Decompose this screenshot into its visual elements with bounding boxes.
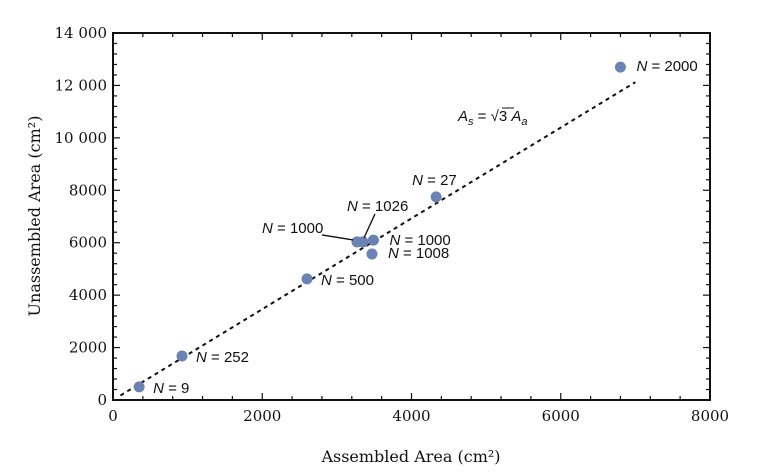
x-axis-label: Assembled Area (cm²) [320, 447, 500, 466]
data-point [176, 350, 188, 362]
y-tick-label: 8000 [69, 181, 107, 199]
point-labels: N = 9 N = 252 N = 500 N = 1000 N = 1026 N = 1… [153, 58, 698, 397]
data-point [301, 273, 313, 285]
point-label: N = 1000 [262, 220, 323, 237]
point-label: N = 2000 [636, 58, 697, 75]
y-tick-label: 4000 [69, 286, 107, 304]
point-label: N = 1000 [389, 232, 450, 249]
point-label: N = 1008 [388, 245, 449, 262]
point-label: N = 500 [321, 272, 374, 289]
point-label: N = 1026 [347, 198, 408, 215]
data-point [366, 248, 378, 260]
y-tick-label: 12 000 [55, 76, 108, 94]
x-tick-label: 4000 [392, 407, 430, 425]
data-points [133, 61, 626, 393]
x-tick-label: 8000 [691, 407, 729, 425]
leader-line [363, 213, 376, 239]
data-point [367, 234, 379, 246]
point-label: N = 9 [153, 380, 189, 397]
x-tick-label: 2000 [243, 407, 281, 425]
data-point [133, 381, 145, 393]
y-tick-label: 14 000 [55, 24, 108, 42]
x-tick-label: 6000 [542, 407, 580, 425]
fit-line-label: As = √3 Aa [457, 108, 528, 128]
data-point [357, 236, 369, 248]
y-tick-label: 6000 [69, 234, 107, 252]
data-point [614, 61, 626, 73]
data-point [430, 191, 442, 203]
y-tick-label: 0 [97, 391, 107, 409]
point-label: N = 252 [196, 349, 249, 366]
point-label: N = 27 [412, 172, 457, 189]
y-tick-label: 2000 [69, 339, 107, 357]
y-tick-label: 10 000 [55, 129, 108, 147]
x-tick-label: 0 [108, 407, 118, 425]
axes: 0 2000 4000 6000 8000 0 2000 4000 6000 8000 10 000… [55, 24, 730, 425]
y-axis-label: Unassembled Area (cm²) [25, 116, 44, 317]
leader-line [321, 234, 354, 241]
